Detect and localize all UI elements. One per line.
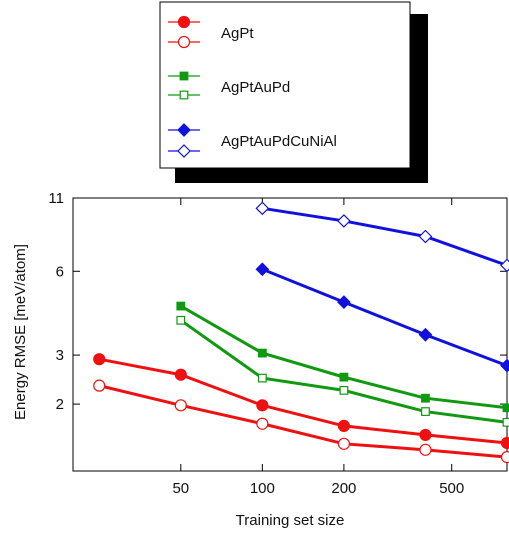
data-point bbox=[420, 429, 431, 440]
series-line bbox=[262, 208, 507, 265]
data-point bbox=[338, 420, 349, 431]
y-axis-label: Energy RMSE [meV/atom] bbox=[12, 244, 29, 420]
x-tick-label: 200 bbox=[331, 480, 356, 497]
y-tick-label: 6 bbox=[56, 263, 64, 280]
y-tick-label: 11 bbox=[48, 190, 64, 207]
series-line bbox=[262, 269, 507, 365]
data-point bbox=[177, 302, 185, 310]
data-point bbox=[340, 373, 348, 381]
series-5 bbox=[256, 202, 509, 271]
x-tick-label: 100 bbox=[250, 480, 275, 497]
data-point bbox=[257, 418, 268, 429]
series-layer bbox=[94, 202, 509, 462]
data-point bbox=[257, 400, 268, 411]
data-point bbox=[338, 296, 350, 308]
series-2 bbox=[177, 302, 509, 411]
data-point bbox=[259, 349, 267, 357]
data-point bbox=[177, 316, 185, 324]
legend-label: AgPtAuPd bbox=[221, 79, 290, 96]
data-point bbox=[501, 360, 509, 372]
data-point bbox=[179, 37, 190, 48]
series-line bbox=[99, 386, 507, 457]
data-point bbox=[256, 263, 268, 275]
data-point bbox=[175, 369, 186, 380]
data-point bbox=[180, 72, 188, 80]
data-point bbox=[422, 408, 430, 416]
data-point bbox=[259, 374, 267, 382]
series-4 bbox=[256, 263, 509, 371]
data-point bbox=[420, 444, 431, 455]
data-point bbox=[502, 452, 509, 463]
data-point bbox=[338, 215, 350, 227]
data-point bbox=[419, 230, 431, 242]
data-point bbox=[179, 17, 190, 28]
y-tick-label: 3 bbox=[56, 347, 64, 364]
x-tick-label: 500 bbox=[439, 480, 464, 497]
data-point bbox=[256, 202, 268, 214]
data-point bbox=[422, 394, 430, 402]
data-point bbox=[94, 354, 105, 365]
x-tick-label: 50 bbox=[172, 480, 189, 497]
data-point bbox=[94, 380, 105, 391]
plot-area: 50 100 200 500 2 3 6 11 bbox=[48, 190, 509, 497]
data-point bbox=[502, 437, 509, 448]
data-point bbox=[503, 419, 509, 427]
data-point bbox=[340, 387, 348, 395]
legend: AgPt AgPtAuPd AgPtAuPdCuNiAl bbox=[160, 2, 428, 183]
x-axis-label: Training set size bbox=[236, 512, 345, 529]
legend-label: AgPt bbox=[221, 25, 254, 42]
data-point bbox=[180, 91, 188, 99]
data-point bbox=[503, 404, 509, 412]
data-point bbox=[175, 400, 186, 411]
data-point bbox=[419, 329, 431, 341]
series-1 bbox=[94, 380, 509, 462]
data-point bbox=[501, 259, 509, 271]
y-tick-label: 2 bbox=[56, 396, 64, 413]
data-point bbox=[338, 438, 349, 449]
legend-label: AgPtAuPdCuNiAl bbox=[221, 133, 337, 150]
